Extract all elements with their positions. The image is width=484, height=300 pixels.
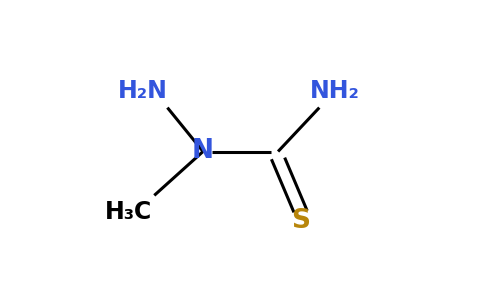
Text: N: N: [192, 139, 214, 164]
Text: H₃C: H₃C: [105, 200, 151, 224]
Text: S: S: [291, 208, 310, 234]
Text: NH₂: NH₂: [309, 80, 359, 103]
Text: H₂N: H₂N: [118, 80, 168, 103]
